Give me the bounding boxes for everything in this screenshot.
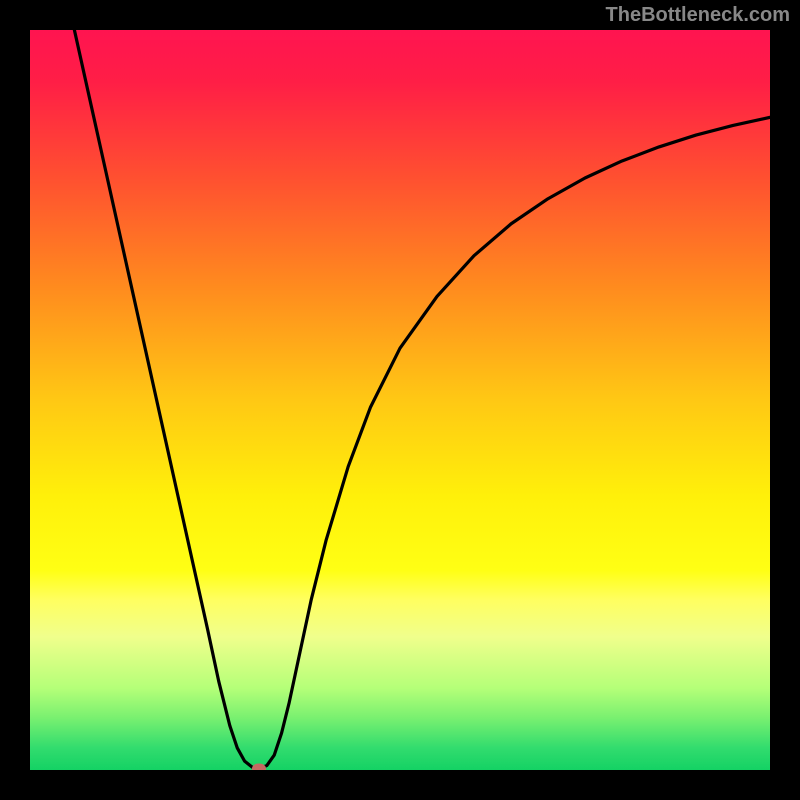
attribution-text: TheBottleneck.com (606, 4, 790, 27)
plot-area (30, 30, 770, 770)
curve-path (74, 30, 770, 769)
chart-container: TheBottleneck.com (0, 0, 800, 800)
bottleneck-curve (30, 30, 770, 770)
optimum-marker (252, 763, 266, 770)
